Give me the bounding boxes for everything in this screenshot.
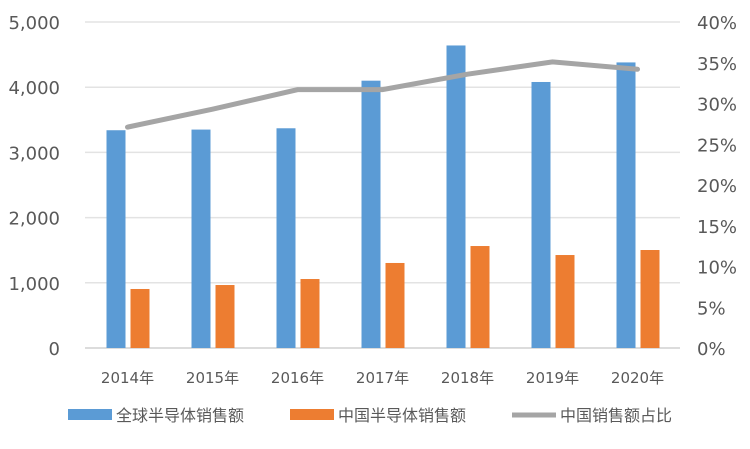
legend-label: 中国销售额占比 [560,406,672,425]
bar-global [191,129,211,348]
bar-china [130,288,150,348]
y-tick-label: 0 [49,339,60,360]
bar-global [361,80,381,349]
x-tick-label: 2016年 [271,369,324,387]
bar-global [616,62,636,348]
x-tick-label: 2019年 [526,369,579,387]
y2-tick-label: 0% [697,339,726,360]
y2-tick-label: 40% [697,13,737,34]
x-tick-label: 2015年 [186,369,239,387]
bar-china [640,250,660,348]
y2-tick-label: 15% [697,217,737,238]
x-tick-label: 2014年 [101,369,154,387]
y-tick-label: 3,000 [8,143,60,164]
y2-tick-label: 5% [697,298,726,319]
y-tick-label: 1,000 [8,274,60,295]
y-tick-label: 4,000 [8,78,60,99]
bar-china [300,279,320,348]
x-tick-label: 2017年 [356,369,409,387]
bar-china [215,285,235,348]
bar-china [470,246,490,348]
y2-tick-label: 35% [697,54,737,75]
y2-tick-label: 20% [697,176,737,197]
x-tick-label: 2020年 [611,369,664,387]
bar-global [531,81,551,348]
legend-label: 中国半导体销售额 [338,406,466,425]
y2-tick-label: 30% [697,95,737,116]
legend-label: 全球半导体销售额 [116,406,244,425]
legend-swatch [290,409,334,420]
bar-global [276,128,296,348]
y-tick-label: 5,000 [8,13,60,34]
y2-tick-label: 25% [697,135,737,156]
bar-global [106,130,126,348]
bar-china [385,262,405,348]
y-tick-label: 2,000 [8,209,60,230]
bar-global [446,45,466,349]
x-tick-label: 2018年 [441,369,494,387]
line-china-share [125,59,640,130]
bar-china [555,255,575,348]
legend-swatch [68,409,112,420]
y2-tick-label: 10% [697,258,737,279]
